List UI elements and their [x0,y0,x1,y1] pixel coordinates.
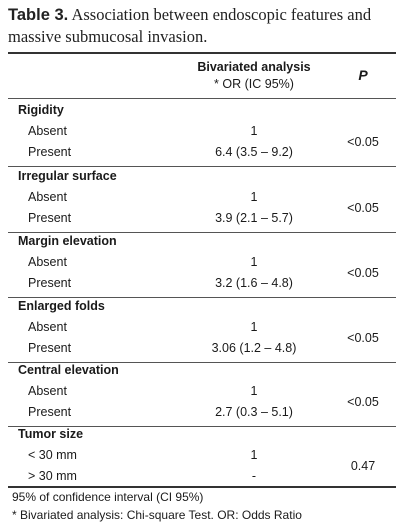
row-p-value: <0.05 [347,395,379,409]
caption-label: Table 3. [8,6,69,24]
row-value: 1 [250,320,258,334]
header-rule [8,98,396,99]
row-level: Present [28,145,72,159]
row-value: 1 [250,448,258,462]
row-level: Absent [28,190,67,204]
row-level: Present [28,405,72,419]
row-value: 1 [250,384,258,398]
header-analysis-title: Bivariated analysis [197,60,311,74]
group-separator [8,166,396,167]
row-level: Present [28,276,72,290]
header-analysis-sub: * OR (IC 95%) [214,77,294,91]
row-value: 3.2 (1.6 – 4.8) [215,276,293,290]
row-p-value: <0.05 [347,266,379,280]
row-p-value: <0.05 [347,331,379,345]
group-separator [8,426,396,427]
header-analysis: Bivariated analysis * OR (IC 95%) [190,59,318,93]
group-label: Tumor size [18,427,84,441]
row-value: 3.06 (1.2 – 4.8) [211,341,297,355]
row-value: 1 [250,255,258,269]
row-value: 3.9 (2.1 – 5.7) [215,211,293,225]
row-p-value: <0.05 [347,135,379,149]
row-value: - [251,469,257,483]
footnote-ci: 95% of confidence interval (CI 95%) [12,490,204,504]
group-separator [8,297,396,298]
footnote-analysis: * Bivariated analysis: Chi-square Test. … [12,508,302,522]
table-caption: Table 3. Association between endoscopic … [8,4,398,47]
header-p: P [358,67,368,83]
row-level: < 30 mm [28,448,77,462]
group-label: Enlarged folds [18,299,105,313]
row-p-value: <0.05 [347,201,379,215]
row-level: Absent [28,255,67,269]
row-value: 6.4 (3.5 – 9.2) [215,145,293,159]
caption-text: Association between endoscopic features … [8,5,372,46]
row-level: Absent [28,320,67,334]
group-separator [8,362,396,363]
row-value: 1 [250,190,258,204]
group-label: Irregular surface [18,169,117,183]
row-level: > 30 mm [28,469,77,483]
row-level: Present [28,341,72,355]
row-value: 1 [250,124,258,138]
group-separator [8,232,396,233]
table-top-rule [8,52,396,54]
group-label: Rigidity [18,103,64,117]
row-level: Absent [28,384,67,398]
row-value: 2.7 (0.3 – 5.1) [215,405,293,419]
row-p-value: 0.47 [350,459,376,473]
row-level: Present [28,211,72,225]
group-label: Central elevation [18,363,119,377]
table-bottom-rule [8,486,396,488]
row-level: Absent [28,124,67,138]
group-label: Margin elevation [18,234,117,248]
